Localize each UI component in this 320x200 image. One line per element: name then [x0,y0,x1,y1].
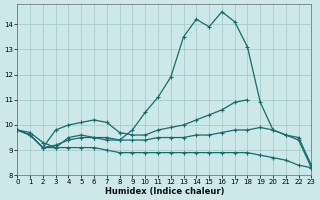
X-axis label: Humidex (Indice chaleur): Humidex (Indice chaleur) [105,187,224,196]
